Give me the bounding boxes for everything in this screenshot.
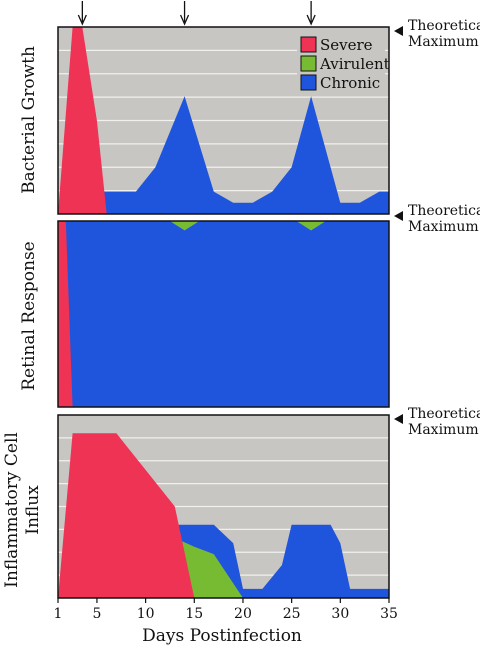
down-arrow-icon — [179, 1, 190, 26]
legend-label-severe: Severe — [320, 36, 373, 54]
theoretical-maximum-label-line1: Theoretical — [408, 18, 480, 34]
y-axis-label-inflammatory-line1: Inflammatory Cell — [2, 432, 22, 588]
legend-swatch-chronic — [300, 74, 317, 91]
theoretical-maximum-label-line2: Maximum — [408, 219, 479, 235]
inflammatory-cell-influx-area-severe — [58, 433, 195, 598]
down-arrow-icon — [77, 1, 87, 26]
x-axis-ticks: 1 5 10 15 20 25 30 35 — [54, 598, 398, 622]
x-tick-label: 25 — [283, 606, 301, 622]
inflammatory-cell-influx-area-chronic — [58, 524, 389, 598]
theoretical-maximum-label-line2: Maximum — [408, 34, 479, 50]
x-tick-label: 15 — [185, 606, 203, 622]
panel-inflammatory-cell-influx — [57, 414, 390, 599]
y-axis-label-inflammatory-line2: Influx — [23, 485, 43, 535]
x-tick-label: 20 — [234, 606, 252, 622]
legend-swatch-avirulent — [300, 55, 317, 72]
retinal-response-avirulent-notch — [296, 221, 326, 231]
theoretical-maximum-marker: TheoreticalMaximum — [394, 203, 480, 235]
bacterial-growth-area-chronic — [58, 96, 389, 214]
legend-label-avirulent: Avirulent — [319, 55, 390, 73]
theoretical-maximum-label-line1: Theoretical — [408, 203, 480, 219]
x-tick-label: 35 — [380, 606, 398, 622]
y-axis-label-inflammatory-cell-influx: Inflammatory Cell Influx — [2, 432, 43, 588]
y-axis-label-retinal-response: Retinal Response — [19, 241, 39, 391]
x-axis-label: Days Postinfection — [142, 626, 302, 646]
legend-label-chronic: Chronic — [320, 74, 380, 92]
x-tick-label: 1 — [54, 606, 63, 622]
top-arrows — [77, 1, 316, 26]
panel-retinal-response-frame — [57, 220, 390, 408]
triangle-left-icon — [394, 26, 403, 36]
bacterial-growth-area-severe — [58, 27, 107, 214]
down-arrow-icon — [306, 1, 316, 26]
theoretical-maximum-label-line2: Maximum — [408, 422, 479, 438]
x-tick-label: 10 — [137, 606, 155, 622]
x-tick-label: 5 — [92, 606, 101, 622]
theoretical-maximum-label-line1: Theoretical — [408, 406, 480, 422]
y-axis-label-bacterial-growth: Bacterial Growth — [19, 46, 39, 194]
retinal-response-avirulent-notch — [169, 221, 200, 231]
retinal-response-area-severe — [58, 221, 73, 407]
retinal-response-area-chronic — [58, 221, 389, 407]
panel-inflammatory-cell-influx-frame — [57, 414, 390, 599]
triangle-left-icon — [394, 414, 403, 424]
theoretical-maximum-markers: TheoreticalMaximumTheoreticalMaximumTheo… — [394, 18, 480, 438]
panel-bacterial-growth-areas — [58, 27, 389, 214]
panel-retinal-response-areas — [58, 221, 389, 407]
triangle-left-icon — [394, 211, 403, 221]
panel-inflammatory-cell-influx-areas — [58, 433, 389, 598]
theoretical-maximum-marker: TheoreticalMaximum — [394, 18, 480, 50]
panel-retinal-response — [57, 220, 390, 408]
legend-swatch-severe — [300, 36, 317, 53]
panel-bacterial-growth-frame — [57, 26, 390, 215]
theoretical-maximum-marker: TheoreticalMaximum — [394, 406, 480, 438]
x-tick-label: 30 — [331, 606, 349, 622]
